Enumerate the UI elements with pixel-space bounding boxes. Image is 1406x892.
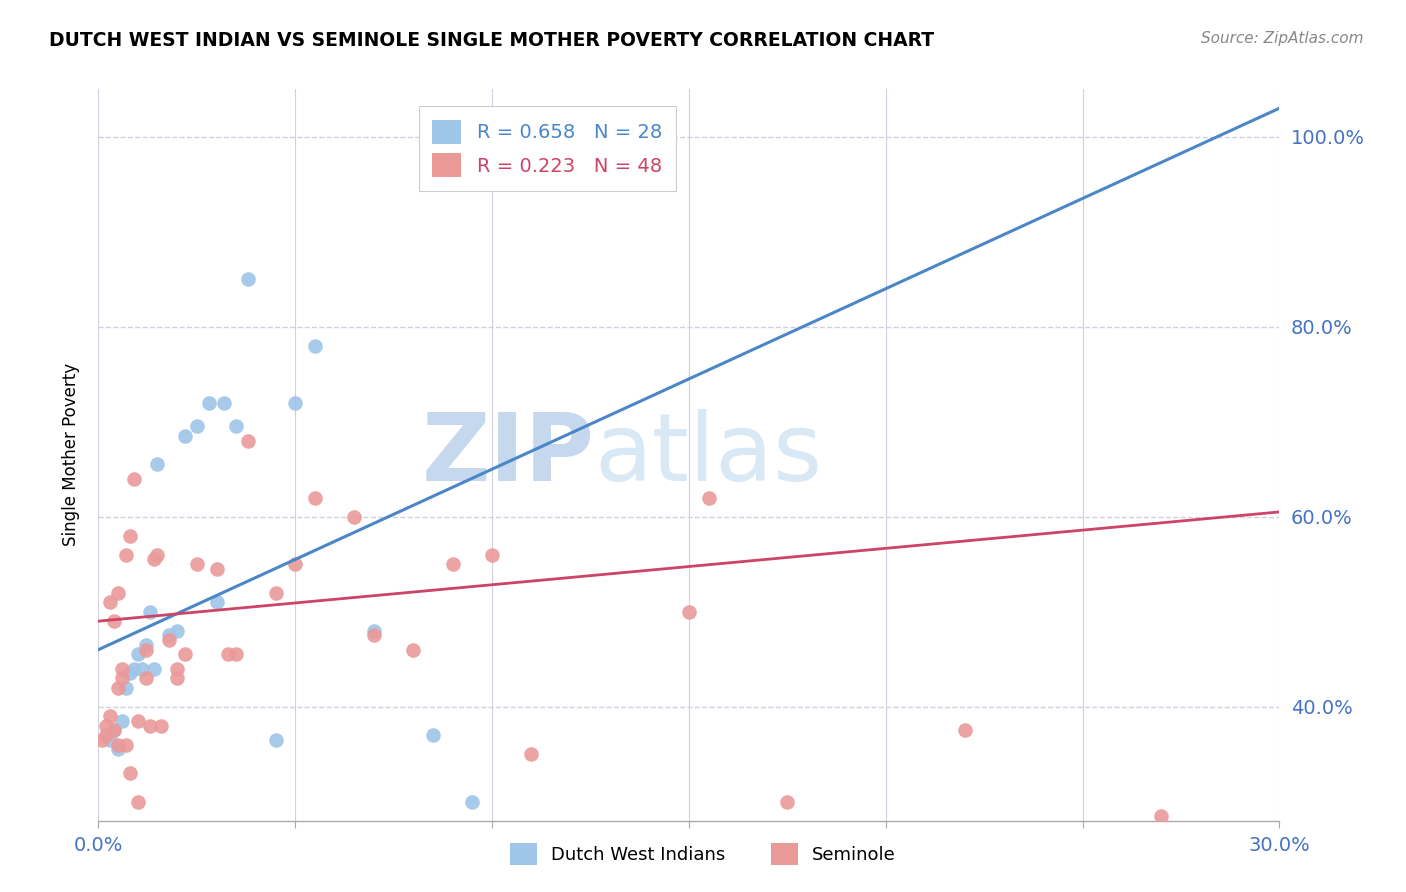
Point (146, 548, 169, 562)
Point (166, 662, 188, 676)
Point (953, 723, 976, 738)
Point (284, 557, 307, 571)
Point (304, 491, 326, 505)
Point (264, 585, 287, 599)
Point (115, 681, 138, 695)
Point (166, 671, 188, 685)
Point (157, 628, 180, 642)
Point (111, 671, 134, 685)
Text: Source: ZipAtlas.com: Source: ZipAtlas.com (1201, 31, 1364, 46)
Point (135, 671, 157, 685)
Point (157, 633, 180, 648)
Point (115, 548, 138, 562)
Point (481, 548, 503, 562)
Point (107, 742, 129, 756)
Point (520, 747, 543, 761)
Point (225, 648, 247, 662)
Point (127, 714, 149, 728)
Point (197, 395, 219, 409)
Point (186, 557, 208, 571)
Point (107, 738, 129, 752)
Point (127, 795, 149, 809)
Point (205, 595, 228, 609)
Legend: R = 0.658   N = 28, R = 0.223   N = 48: R = 0.658 N = 28, R = 0.223 N = 48 (419, 106, 676, 191)
Point (214, 395, 236, 409)
Point (135, 642, 157, 657)
Point (118, 766, 141, 780)
Point (697, 491, 720, 505)
Point (91, 732, 114, 747)
Point (103, 723, 125, 738)
Point (402, 642, 425, 657)
Point (107, 585, 129, 599)
Point (1150, 809, 1173, 823)
Point (135, 638, 157, 652)
Point (304, 339, 326, 353)
Point (122, 472, 145, 486)
Point (225, 419, 247, 434)
Point (166, 624, 188, 638)
Point (174, 429, 197, 443)
Point (142, 662, 165, 676)
Point (776, 795, 799, 809)
Point (118, 529, 141, 543)
Point (98, 732, 121, 747)
Point (107, 681, 129, 695)
Point (111, 662, 134, 676)
Point (103, 723, 125, 738)
Y-axis label: Single Mother Poverty: Single Mother Poverty (62, 363, 80, 547)
Point (111, 714, 134, 728)
Point (138, 719, 160, 733)
Point (678, 605, 700, 619)
Point (122, 662, 145, 676)
Point (103, 614, 125, 628)
Point (146, 458, 169, 472)
Point (96, 728, 118, 742)
Point (284, 395, 307, 409)
Legend: Dutch West Indians, Seminole: Dutch West Indians, Seminole (503, 836, 903, 872)
Point (441, 557, 464, 571)
Point (363, 624, 385, 638)
Text: ZIP: ZIP (422, 409, 595, 501)
Point (264, 732, 287, 747)
Text: atlas: atlas (595, 409, 823, 501)
Point (142, 552, 165, 566)
Point (217, 648, 239, 662)
Point (422, 728, 444, 742)
Point (138, 605, 160, 619)
Point (98, 709, 121, 723)
Point (461, 795, 484, 809)
Point (115, 738, 138, 752)
Point (236, 434, 259, 448)
Point (174, 648, 197, 662)
Point (118, 666, 141, 681)
Point (363, 628, 385, 642)
Text: DUTCH WEST INDIAN VS SEMINOLE SINGLE MOTHER POVERTY CORRELATION CHART: DUTCH WEST INDIAN VS SEMINOLE SINGLE MOT… (49, 31, 935, 50)
Point (131, 662, 153, 676)
Point (186, 419, 208, 434)
Point (236, 272, 259, 286)
Point (205, 562, 228, 576)
Point (127, 648, 149, 662)
Point (343, 509, 366, 524)
Point (150, 719, 173, 733)
Point (96, 719, 118, 733)
Point (98, 595, 121, 609)
